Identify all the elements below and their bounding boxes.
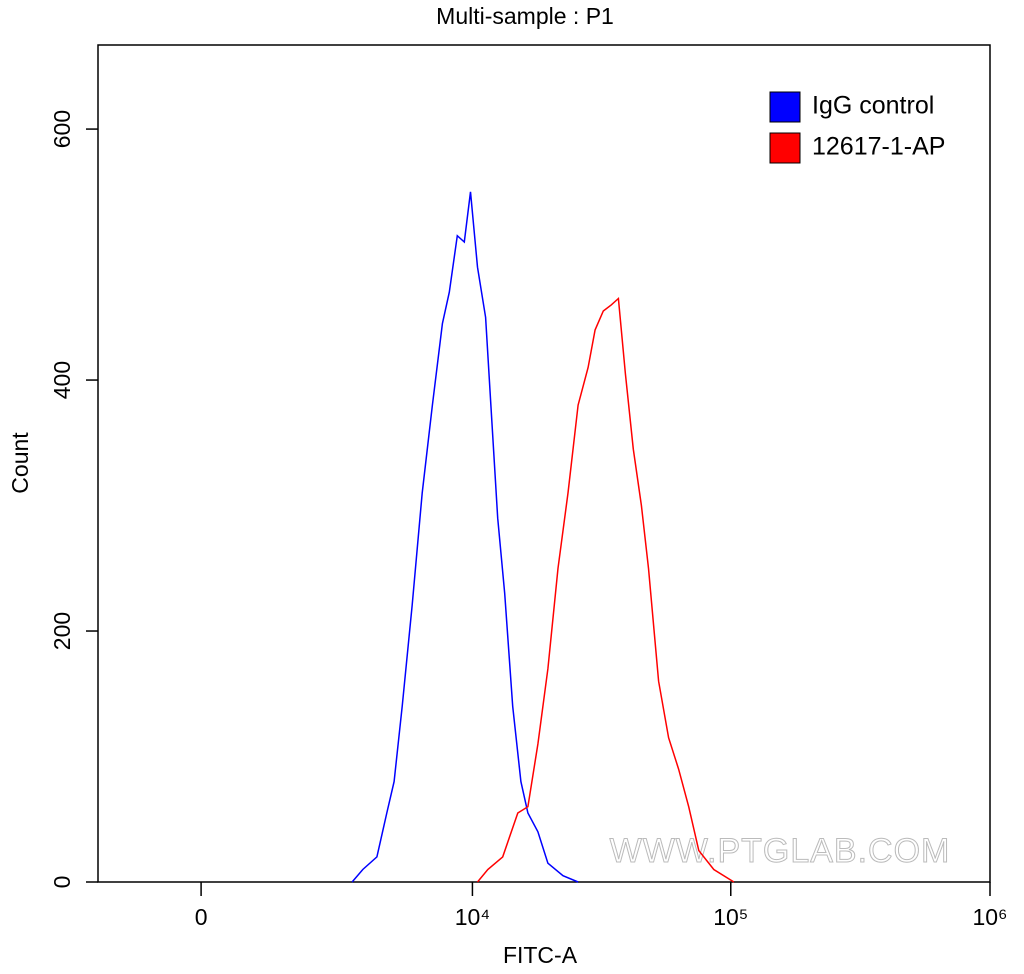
y-tick-label: 200	[49, 612, 75, 650]
series-line	[476, 296, 735, 883]
y-axis-label: Count	[7, 432, 33, 494]
legend-label: 12617-1-AP	[812, 133, 945, 161]
plot-frame	[97, 44, 991, 883]
legend-swatch	[769, 91, 801, 123]
x-tick-label: 10⁵	[713, 904, 748, 930]
legend-swatch	[769, 132, 801, 164]
legend-label: IgG control	[812, 92, 934, 120]
y-tick-label: 0	[49, 876, 75, 889]
x-tick-label: 10⁶	[972, 904, 1007, 930]
chart-title: Multi-sample : P1	[436, 3, 614, 29]
y-tick-label: 400	[49, 361, 75, 399]
x-axis-label: FITC-A	[503, 942, 578, 968]
y-tick-label: 600	[49, 110, 75, 148]
watermark: WWW.PTGLAB.COM	[610, 832, 951, 870]
x-tick-label: 0	[195, 904, 208, 930]
x-tick-label: 10⁴	[455, 904, 490, 930]
